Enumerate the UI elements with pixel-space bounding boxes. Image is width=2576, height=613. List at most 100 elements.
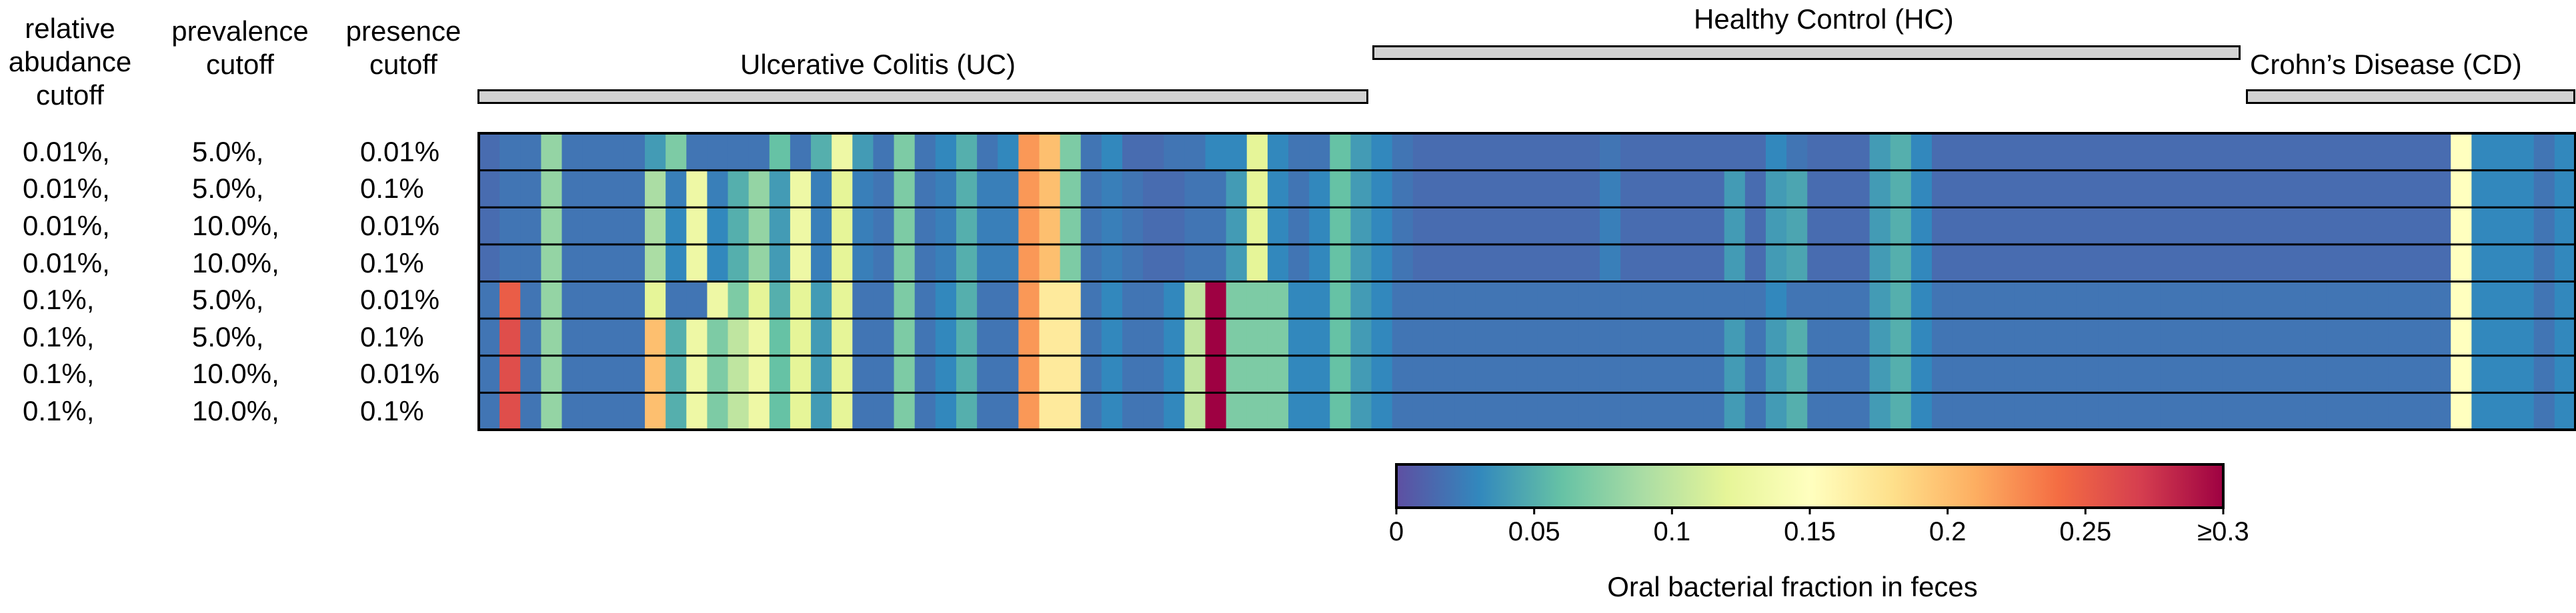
heatmap-cell [561, 392, 583, 430]
heatmap-cell [1662, 244, 1684, 282]
heatmap-cell [1060, 355, 1082, 393]
heatmap-cell [2388, 355, 2410, 393]
heatmap-cell [2451, 133, 2472, 171]
heatmap-cell [1060, 133, 1082, 171]
heatmap-cell [2326, 318, 2348, 356]
heatmap-cell [1143, 170, 1164, 208]
heatmap-cell [1018, 392, 1040, 430]
heatmap-cell [2015, 244, 2037, 282]
heatmap-cell [2098, 281, 2119, 319]
heatmap-cell [1039, 170, 1061, 208]
heatmap-cell [1309, 170, 1330, 208]
heatmap-cell [1060, 207, 1082, 245]
heatmap-cell [1205, 170, 1227, 208]
heatmap-cell [1226, 392, 1248, 430]
heatmap-cell [1828, 133, 1850, 171]
heatmap-cell [894, 133, 916, 171]
heatmap-cell [1267, 318, 1289, 356]
heatmap-cell [1724, 244, 1746, 282]
heatmap-cell [2367, 355, 2389, 393]
heatmap-cell [1412, 133, 1434, 171]
heatmap-cell [2139, 281, 2161, 319]
heatmap-cell [2015, 392, 2037, 430]
heatmap-cell [623, 392, 646, 430]
heatmap-cell [2430, 392, 2451, 430]
heatmap-cell [2285, 392, 2306, 430]
heatmap-cell [2181, 318, 2203, 356]
heatmap-cell [1558, 392, 1580, 430]
heatmap-cell [520, 355, 541, 393]
heatmap-cell [1205, 244, 1227, 282]
heatmap-cell [1910, 207, 1933, 245]
heatmap-cell [1973, 318, 1995, 356]
heatmap-cell [561, 244, 583, 282]
heatmap-cell [1101, 318, 1123, 356]
heatmap-cell [1433, 170, 1455, 208]
heatmap-cell [2077, 318, 2099, 356]
heatmap-cell [873, 133, 895, 171]
heatmap-cell [914, 355, 936, 393]
heatmap-cell [894, 318, 916, 356]
heatmap-cell [2015, 355, 2037, 393]
heatmap-cell [1080, 392, 1102, 430]
heatmap-cell [1371, 392, 1393, 430]
heatmap-cell [2305, 170, 2327, 208]
heatmap-cell [1309, 392, 1330, 430]
heatmap-cell [2347, 355, 2369, 393]
heatmap-cell [1350, 170, 1372, 208]
heatmap-cell [2201, 281, 2223, 319]
heatmap-cell [1330, 170, 1352, 208]
heatmap-cell [1578, 355, 1600, 393]
heatmap-cell [894, 355, 916, 393]
heatmap-cell [1620, 392, 1642, 430]
heatmap-cell [2388, 244, 2410, 282]
heatmap-cell [1080, 281, 1102, 319]
heatmap-cell [1828, 355, 1850, 393]
heatmap-cell [1744, 392, 1766, 430]
heatmap-cell [769, 207, 791, 245]
heatmap-cell [1558, 318, 1580, 356]
heatmap-cell [2201, 318, 2223, 356]
heatmap-cell [769, 281, 791, 319]
heatmap-cell [977, 392, 998, 430]
heatmap-cell [1122, 244, 1144, 282]
heatmap-cell [1828, 281, 1850, 319]
heatmap-cell [1101, 281, 1123, 319]
heatmap-cell [2201, 355, 2223, 393]
colorbar-tick-label: ≥0.3 [2197, 517, 2249, 546]
heatmap-cell [2119, 207, 2140, 245]
heatmap-cell [1786, 207, 1808, 245]
heatmap-cell [1433, 392, 1455, 430]
heatmap-cell [561, 133, 583, 171]
heatmap-cell [811, 244, 832, 282]
heatmap-cell [2367, 207, 2389, 245]
header-relative-abundance: relative abudance cutoff [0, 12, 140, 112]
heatmap-cell [520, 207, 541, 245]
heatmap-cell [1682, 355, 1704, 393]
heatmap-cell [2243, 392, 2265, 430]
group-bar-uc [477, 89, 1368, 104]
heatmap-cell [2492, 207, 2514, 245]
heatmap-cell [1682, 207, 1704, 245]
heatmap-cell [541, 170, 563, 208]
row-label-presence: 0.01% [360, 284, 440, 316]
heatmap-cell [1910, 392, 1933, 430]
heatmap-cell [1641, 355, 1662, 393]
heatmap-cell [1392, 281, 1414, 319]
heatmap-cell [1890, 170, 1912, 208]
heatmap-cell [956, 355, 978, 393]
heatmap-cell [1143, 355, 1164, 393]
heatmap-cell [623, 355, 646, 393]
heatmap-cell [790, 133, 812, 171]
heatmap-cell [645, 318, 666, 356]
heatmap-cell [603, 281, 625, 319]
heatmap-cell [2222, 355, 2244, 393]
heatmap-cell [1080, 133, 1102, 171]
heatmap-cell [1475, 133, 1496, 171]
heatmap-cell [2139, 207, 2161, 245]
heatmap-cell [2492, 392, 2514, 430]
heatmap-cell [2533, 392, 2555, 430]
heatmap-cell [2056, 244, 2078, 282]
heatmap-cell [1890, 244, 1912, 282]
heatmap-cell [2554, 355, 2576, 393]
